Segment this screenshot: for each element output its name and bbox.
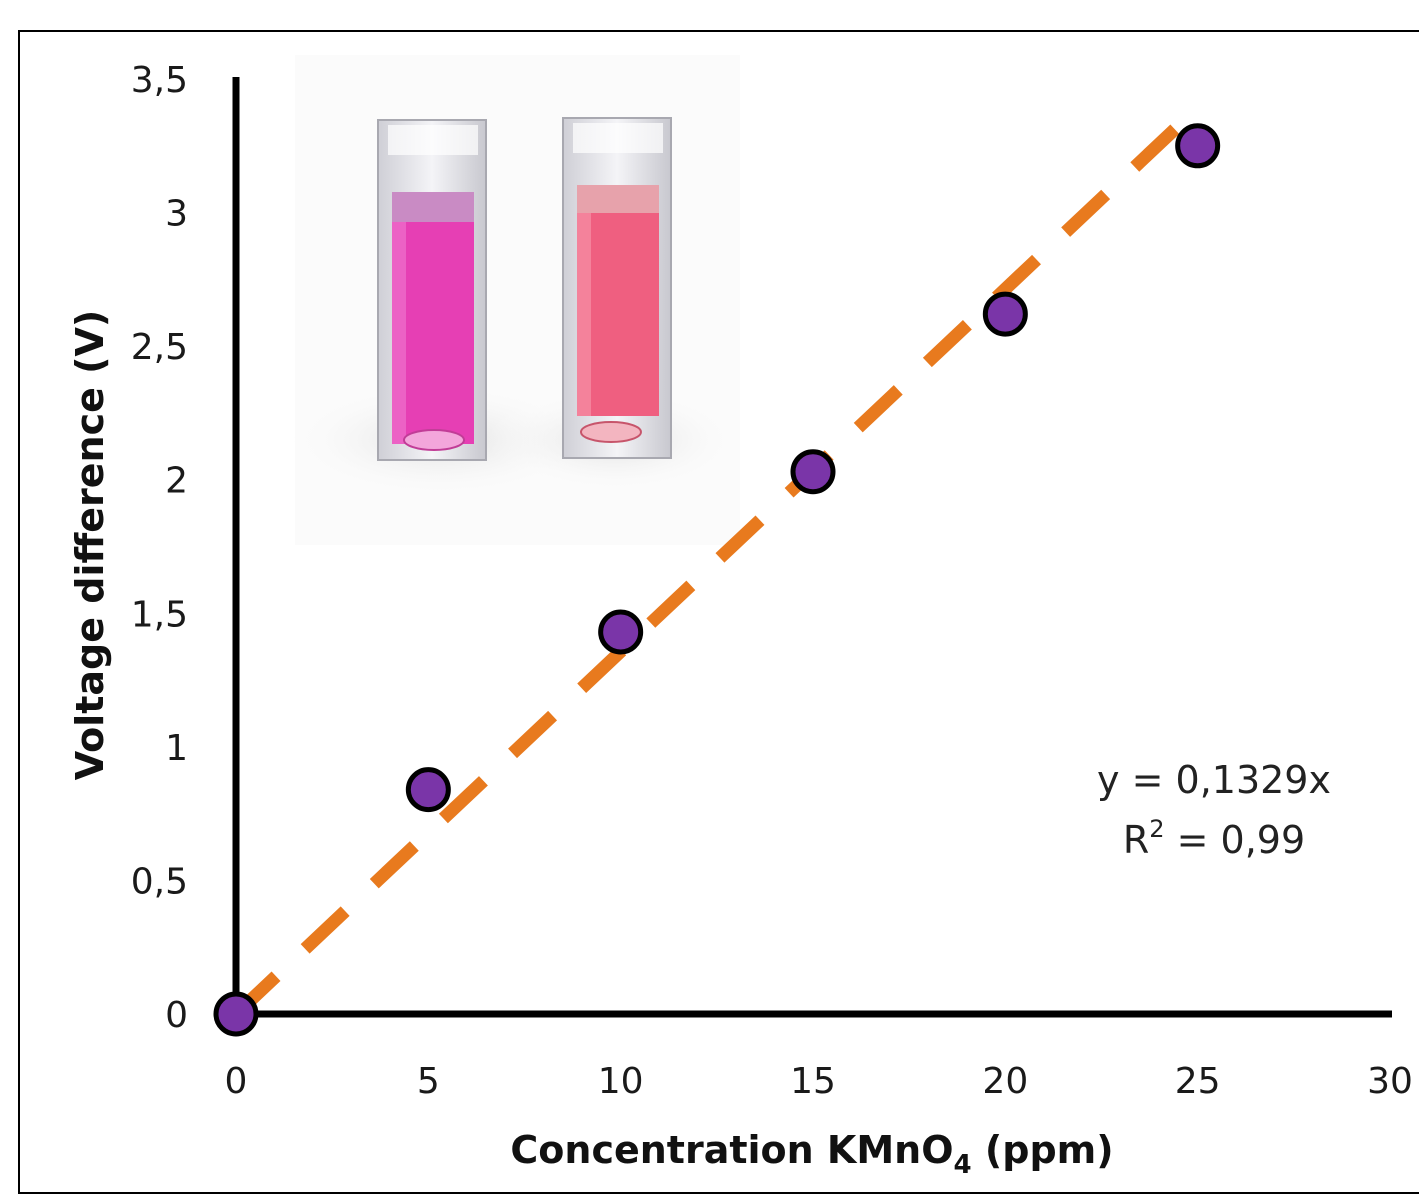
trendline [231, 102, 1203, 1019]
data-point [598, 609, 644, 655]
x-tick-label: 20 [982, 1061, 1028, 1102]
y-tick-label: 3 [165, 194, 188, 235]
r-squared-prefix: R [1123, 818, 1149, 862]
trendline-path [231, 102, 1203, 1019]
data-point [213, 991, 259, 1037]
cuvette-photo-inset [280, 55, 745, 545]
r-squared-superscript: 2 [1149, 815, 1164, 843]
r-squared-value: = 0,99 [1165, 818, 1306, 862]
x-axis-title-suffix: (ppm) [972, 1128, 1114, 1172]
x-axis-title-subscript: 4 [954, 1150, 972, 1180]
x-axis-title: Concentration KMnO4 (ppm) [510, 1128, 1113, 1180]
y-tick-labels: 0 0,5 1 1,5 2 2,5 3 3,5 [131, 60, 188, 1036]
data-point [1175, 123, 1221, 169]
x-tick-label: 25 [1175, 1061, 1221, 1102]
y-tick-label: 0,5 [131, 861, 188, 902]
data-point [790, 449, 836, 495]
data-point [982, 291, 1028, 337]
y-tick-label: 2 [165, 461, 188, 502]
x-tick-label: 30 [1367, 1061, 1413, 1102]
y-axis-title: Voltage difference (V) [68, 310, 112, 781]
chart-frame [18, 30, 1419, 1194]
x-tick-labels: 0 5 10 15 20 25 30 [225, 1061, 1413, 1102]
cuvette-right [562, 117, 672, 459]
x-tick-label: 0 [225, 1061, 248, 1102]
r-squared-label: R2 = 0,99 [1123, 815, 1305, 862]
y-tick-label: 0 [165, 995, 188, 1036]
x-tick-label: 5 [417, 1061, 440, 1102]
equation-label: y = 0,1329x [1097, 758, 1331, 802]
cuvette-left [377, 119, 487, 461]
y-tick-label: 1 [165, 728, 188, 769]
x-tick-label: 10 [598, 1061, 644, 1102]
y-tick-label: 3,5 [131, 60, 188, 101]
y-tick-label: 1,5 [131, 594, 188, 635]
data-point [405, 767, 451, 813]
data-points [213, 123, 1221, 1037]
axes [232, 77, 1392, 1018]
y-tick-label: 2,5 [131, 327, 188, 368]
x-axis-title-main: Concentration KMnO [510, 1128, 953, 1172]
x-tick-label: 15 [790, 1061, 836, 1102]
